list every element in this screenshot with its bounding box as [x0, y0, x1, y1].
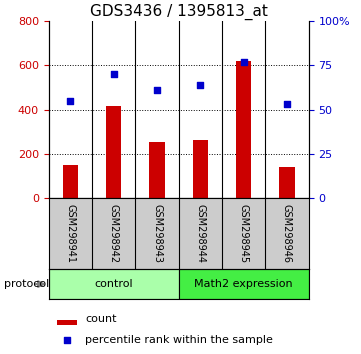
Bar	[106, 107, 121, 198]
Bar	[49, 269, 179, 299]
Text: control: control	[95, 279, 133, 289]
Text: Math2 expression: Math2 expression	[194, 279, 293, 289]
Text: GSM298942: GSM298942	[109, 204, 119, 263]
Point	[241, 59, 247, 65]
Bar	[57, 320, 77, 325]
Text: GSM298946: GSM298946	[282, 204, 292, 263]
Text: GSM298941: GSM298941	[65, 204, 75, 263]
Text: percentile rank within the sample: percentile rank within the sample	[85, 335, 273, 346]
Title: GDS3436 / 1395813_at: GDS3436 / 1395813_at	[90, 4, 268, 20]
Bar	[236, 61, 251, 198]
Point	[64, 337, 70, 343]
Bar	[149, 142, 165, 198]
Bar	[63, 165, 78, 198]
Point	[197, 82, 203, 88]
Point	[154, 87, 160, 93]
Point	[111, 72, 117, 77]
Text: GSM298944: GSM298944	[195, 204, 205, 263]
Bar	[179, 269, 309, 299]
Bar	[193, 140, 208, 198]
Text: GSM298943: GSM298943	[152, 204, 162, 263]
Bar	[279, 167, 295, 198]
Text: count: count	[85, 314, 117, 324]
Text: protocol: protocol	[4, 279, 49, 289]
Point	[284, 102, 290, 107]
Point	[68, 98, 73, 104]
Text: GSM298945: GSM298945	[239, 204, 249, 263]
